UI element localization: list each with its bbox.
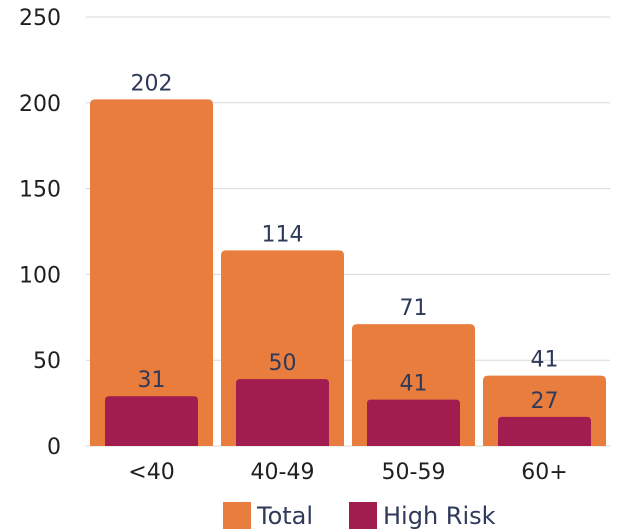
y-tick-label: 250	[19, 6, 61, 31]
data-label-high-risk: 41	[400, 372, 428, 397]
data-label-total: 41	[531, 348, 559, 373]
data-label-total: 202	[131, 71, 173, 96]
data-labels: 202 31 114 50 71 41 41 27	[131, 71, 559, 413]
y-tick-label: 0	[47, 435, 61, 460]
y-axis-ticks: 0 50 100 150 200 250	[19, 6, 61, 460]
bar-high-risk	[236, 379, 329, 446]
y-tick-label: 50	[33, 349, 61, 374]
data-label-total: 71	[400, 296, 428, 321]
legend-swatch	[349, 502, 377, 529]
data-label-high-risk: 31	[138, 368, 166, 393]
bar-high-risk	[367, 399, 460, 446]
bars	[90, 99, 606, 447]
data-label-high-risk: 27	[531, 389, 559, 414]
data-label-total: 114	[262, 222, 304, 247]
data-label-high-risk: 50	[269, 351, 297, 376]
bar-total	[90, 99, 213, 447]
legend-label: Total	[256, 502, 313, 529]
x-tick-label: 50-59	[382, 460, 446, 485]
y-tick-label: 100	[19, 263, 61, 288]
x-axis-ticks: <40 40-49 50-59 60+	[128, 460, 567, 485]
legend-label: High Risk	[383, 502, 496, 529]
bar-high-risk	[105, 396, 198, 446]
bar-high-risk	[498, 416, 591, 446]
x-tick-label: <40	[128, 460, 174, 485]
x-tick-label: 40-49	[251, 460, 315, 485]
legend-swatch	[223, 502, 251, 529]
y-tick-label: 200	[19, 92, 61, 117]
x-tick-label: 60+	[521, 460, 567, 485]
y-tick-label: 150	[19, 178, 61, 203]
legend: Total High Risk	[223, 502, 496, 529]
